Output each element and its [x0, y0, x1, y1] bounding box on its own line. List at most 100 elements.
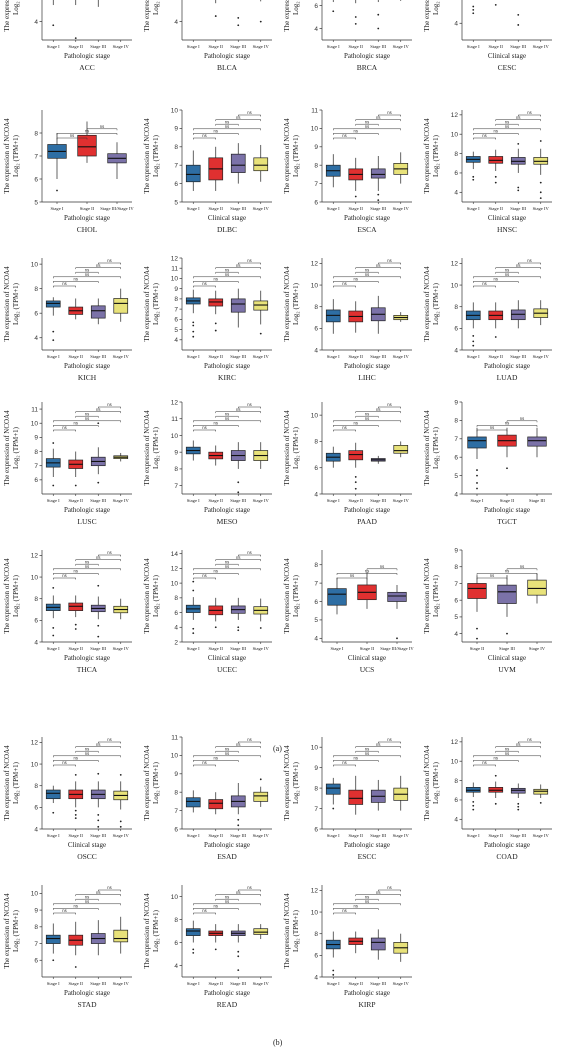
y-axis-unit: Log₂ (TPM+1) [152, 282, 160, 325]
outlier-point [472, 178, 475, 181]
y-tick-label: 12 [451, 112, 459, 119]
significance-bracket [75, 411, 121, 414]
x-tick-label: Stage IV [253, 44, 270, 49]
significance-label: ns [387, 258, 391, 263]
x-tick-label: Stage II [349, 498, 364, 503]
y-tick-label: 8 [34, 783, 38, 790]
significance-bracket [333, 128, 401, 131]
significance-label: ns [236, 263, 240, 268]
x-tick-label: Stage II [69, 646, 84, 651]
y-axis-label: The expression of NCOA4 [143, 266, 151, 342]
y-tick-label: 6 [34, 805, 38, 812]
x-tick-label: Stage IV [253, 981, 270, 986]
y-tick-label: 10 [171, 753, 179, 760]
y-tick-label: 10 [31, 891, 39, 898]
y-tick-label: 10 [31, 761, 39, 768]
significance-label: ns [247, 110, 251, 115]
y-axis-unit: Log₂ (TPM+1) [432, 0, 440, 15]
outlier-point [476, 637, 478, 640]
significance-label: ns [85, 564, 89, 569]
panel-title: TGCT [497, 517, 517, 526]
x-tick-label: Stage III [230, 833, 246, 838]
outlier-point [259, 20, 262, 23]
significance-bracket [333, 912, 356, 915]
y-axis-label: The expression of NCOA4 [423, 745, 431, 821]
significance-bracket [75, 746, 121, 749]
significance-bracket [495, 267, 541, 270]
significance-label: ns [214, 904, 218, 909]
significance-label: ns [225, 272, 229, 277]
panel-paad: The expression of NCOA4 Log₂ (TPM+1) 4 6 8 10… [283, 402, 412, 526]
y-tick-label: 10 [311, 126, 319, 133]
x-tick-label: Stage I [327, 833, 340, 838]
outlier-point [119, 825, 122, 828]
x-axis-label: Clinical stage [68, 841, 106, 849]
significance-bracket [518, 741, 541, 744]
significance-label: ns [225, 416, 229, 421]
y-axis-label: The expression of NCOA4 [423, 266, 431, 342]
box-stage-ii [467, 583, 487, 599]
significance-bracket [333, 133, 379, 135]
y-tick-label: 8 [314, 785, 318, 792]
y-tick-label: 10 [171, 107, 179, 114]
x-tick-label: Stage II [209, 981, 224, 986]
panel-oscc: The expression of NCOA4 Log₂ (TPM+1) 4 6 8 10… [3, 737, 132, 861]
significance-label: ns [236, 407, 240, 412]
y-tick-label: 9 [174, 771, 178, 778]
outlier-point [332, 10, 335, 13]
significance-bracket [75, 563, 99, 566]
outlier-point [539, 801, 542, 804]
y-axis-unit: Log₂ (TPM+1) [292, 574, 300, 617]
significance-label: ns [70, 133, 74, 138]
outlier-point [119, 773, 122, 776]
significance-bracket [75, 894, 121, 897]
x-tick-label: Stage I [327, 206, 340, 211]
outlier-point [354, 16, 357, 18]
y-tick-label: 12 [31, 553, 39, 560]
box-stage-iv [113, 298, 129, 314]
y-tick-label: 8 [314, 163, 318, 170]
significance-label: ns [505, 751, 509, 756]
y-tick-label: 6 [454, 170, 458, 177]
x-tick-label: Stage III [90, 833, 106, 838]
significance-label: ns [376, 407, 380, 412]
box-stage-iii [230, 153, 246, 173]
significance-bracket [53, 281, 99, 283]
significance-label: ns [365, 416, 369, 421]
significance-label: ns [387, 737, 391, 742]
section-label-a: (a) [273, 744, 282, 753]
box-stage-iv [393, 445, 409, 454]
x-tick-label: Stage IV [393, 44, 410, 49]
significance-label: ns [100, 124, 104, 129]
y-tick-label: 9 [34, 435, 38, 442]
x-tick-label: Stage III [510, 206, 526, 211]
outlier-point [214, 15, 217, 17]
x-axis-label: Pathologic stage [204, 506, 250, 514]
x-axis-label: Pathologic stage [204, 841, 250, 849]
significance-label: ns [505, 569, 509, 574]
y-tick-label: 7 [174, 163, 178, 170]
y-tick-label: 7 [314, 580, 318, 587]
x-axis-label: Pathologic stage [344, 214, 390, 222]
x-axis-label: Pathologic stage [344, 989, 390, 997]
significance-label: ns [236, 890, 240, 895]
outlier-point [354, 487, 357, 490]
y-tick-label: 8 [174, 917, 178, 924]
y-axis-label: The expression of NCOA4 [143, 893, 151, 969]
x-tick-label: Stage III [90, 354, 106, 359]
panel-title: CHOL [77, 225, 98, 234]
outlier-point [97, 819, 100, 822]
significance-bracket [215, 271, 239, 274]
x-tick-label: Stage I [187, 498, 200, 503]
x-tick-label: Stage II [360, 646, 375, 651]
x-tick-label: Stage I [467, 354, 480, 359]
significance-bracket [75, 271, 99, 274]
outlier-point [517, 14, 520, 16]
significance-bracket [355, 746, 401, 749]
y-tick-label: 5 [454, 614, 458, 621]
significance-label: ns [482, 281, 486, 286]
significance-label: ns [365, 411, 369, 416]
significance-label: ns [214, 421, 218, 426]
y-tick-label: 12 [171, 255, 179, 262]
outlier-point [517, 189, 520, 192]
